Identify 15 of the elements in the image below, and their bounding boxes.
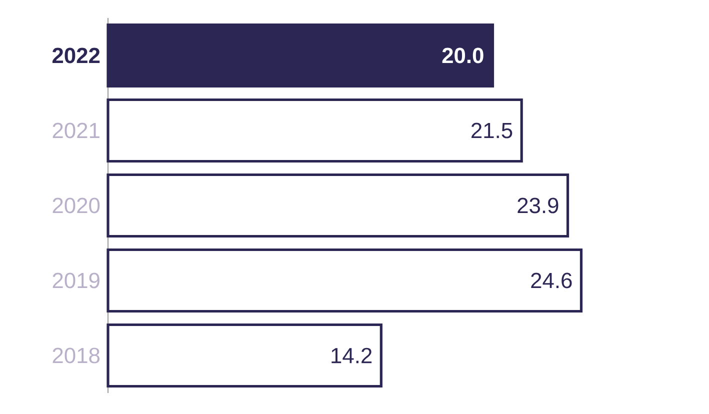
bar	[106, 173, 570, 238]
data-label: 24.6	[531, 272, 572, 288]
y-tick-label: 2019	[52, 272, 100, 288]
bar	[106, 23, 494, 88]
data-label: 20.0	[442, 48, 484, 64]
y-tick-label: 2020	[52, 198, 100, 214]
bar	[106, 248, 583, 313]
data-label: 21.5	[472, 122, 512, 138]
bar	[106, 323, 382, 388]
data-label: 14.2	[332, 348, 372, 364]
y-tick-label: 2021	[52, 122, 100, 138]
data-label: 23.9	[518, 198, 558, 214]
y-tick-label: 2022	[52, 48, 100, 64]
y-tick-label: 2018	[52, 348, 100, 364]
bar	[106, 98, 523, 163]
